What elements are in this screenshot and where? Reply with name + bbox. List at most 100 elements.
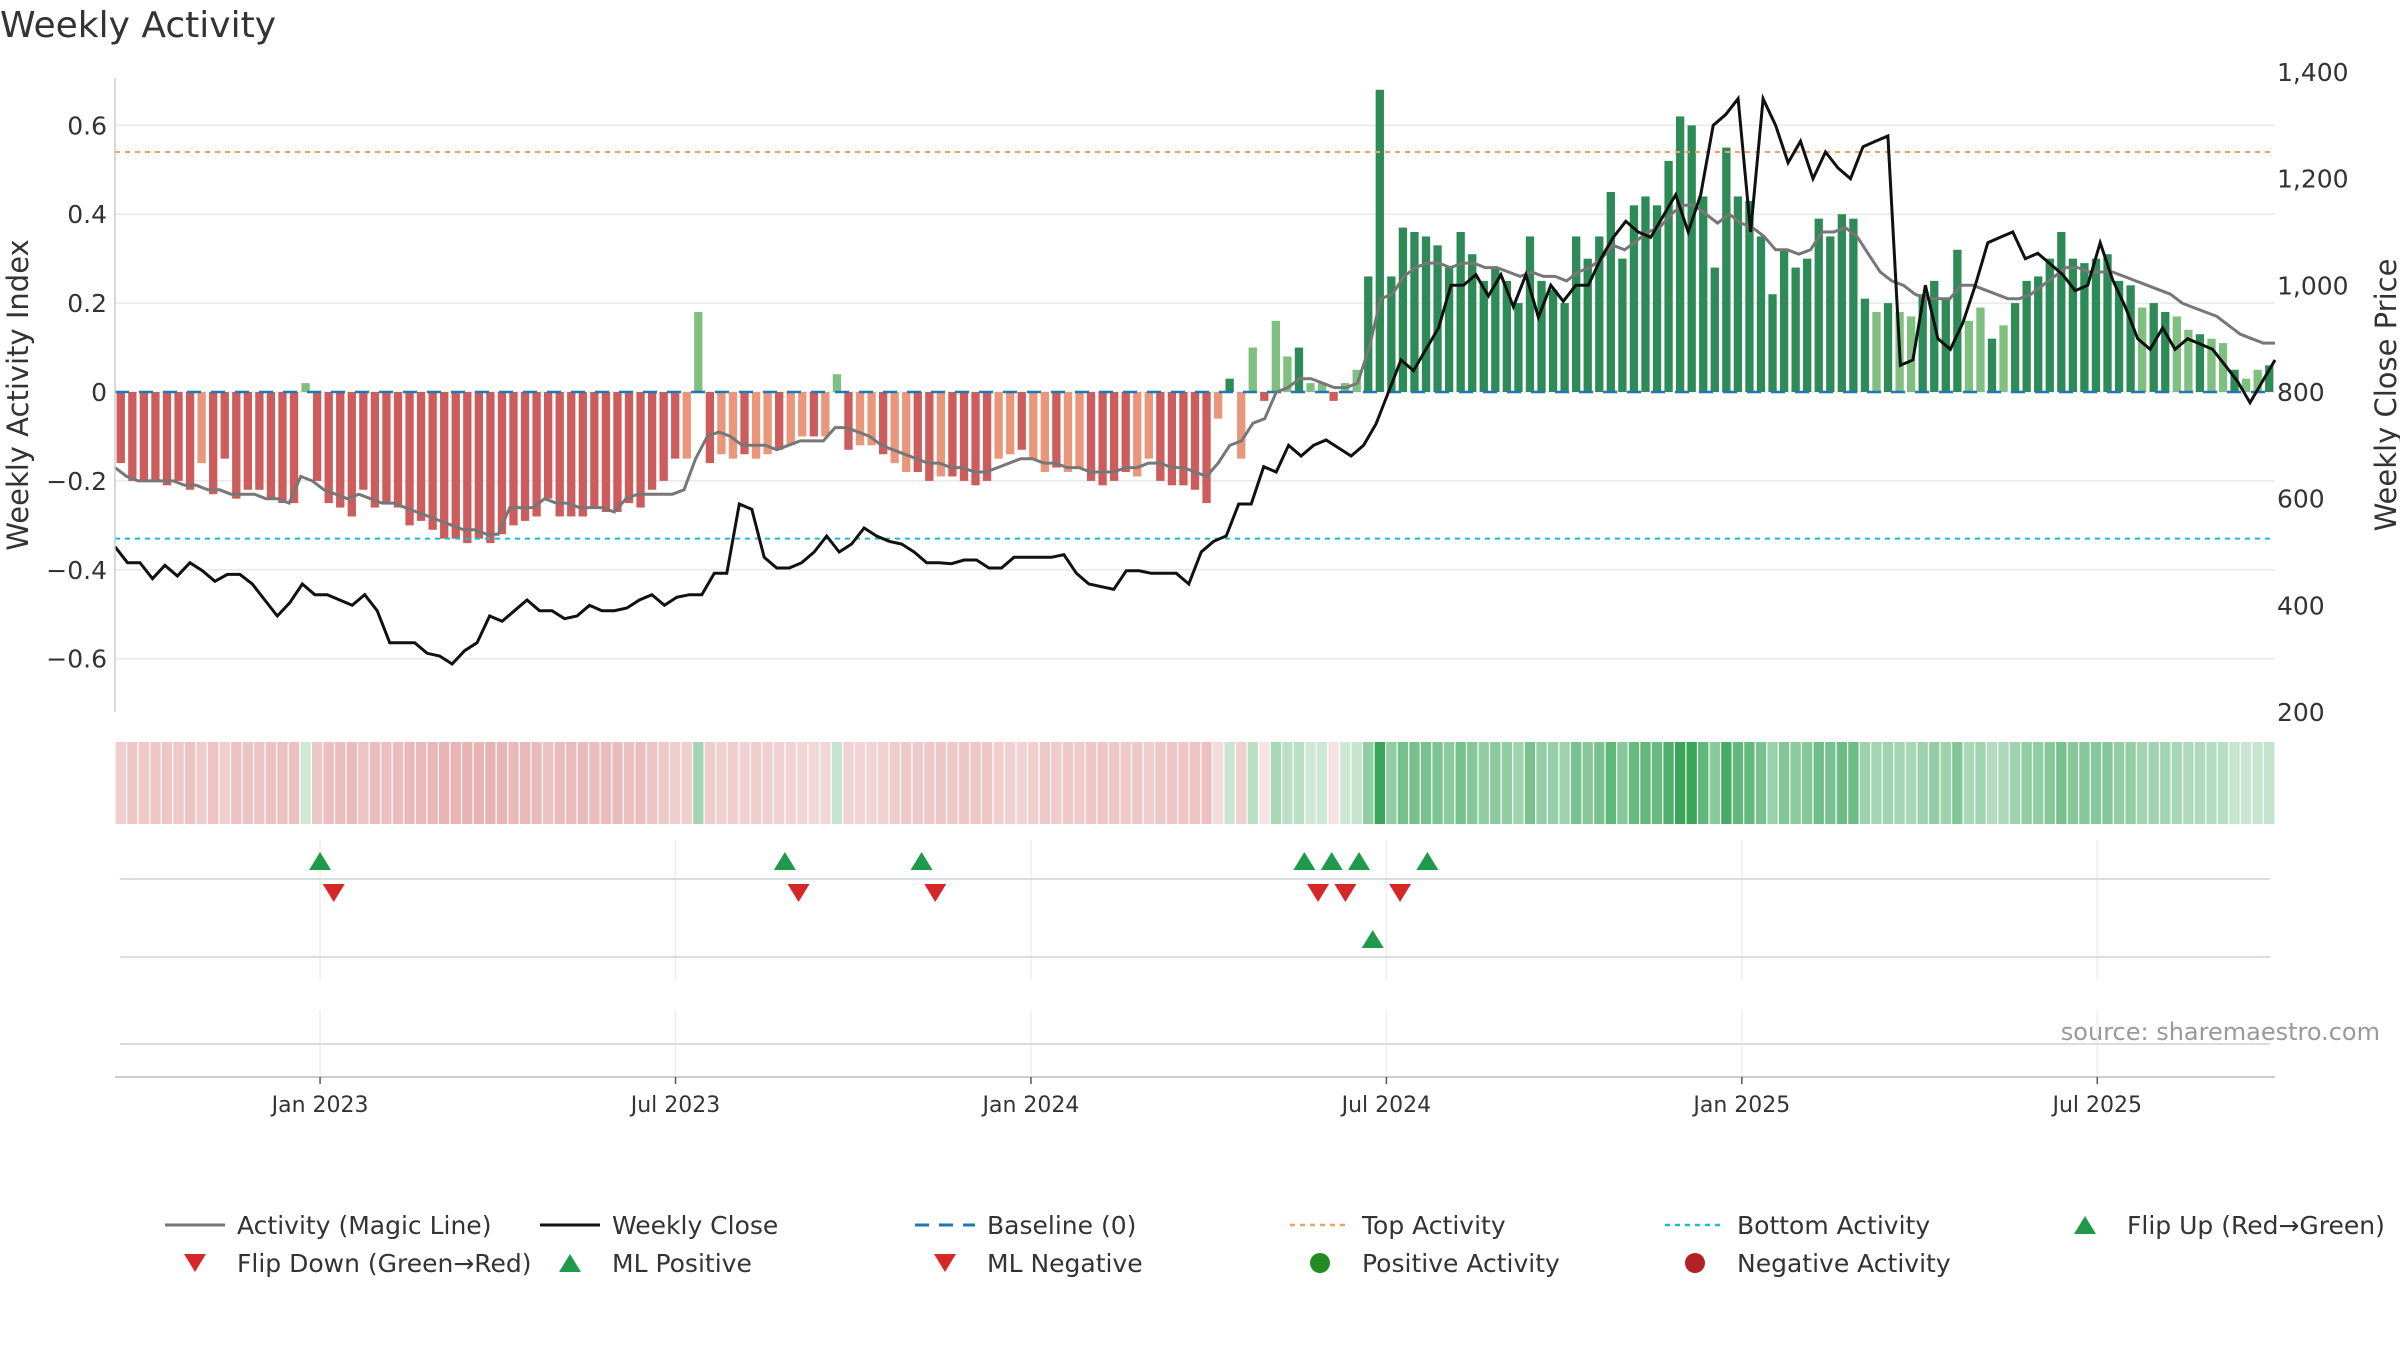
strip-cell [1166,742,1178,824]
strip-cell [300,742,311,824]
activity-bar [1444,267,1454,392]
activity-bar [1652,205,1662,392]
flip-down-marker [787,884,810,902]
activity-bar [1364,276,1373,392]
strip-cell [1905,742,1917,824]
activity-bar [1213,392,1223,419]
strip-cell [381,742,392,824]
strip-cell [727,742,739,824]
activity-bar [474,392,484,539]
activity-bar [1548,289,1558,392]
strip-cell [1062,742,1074,824]
activity-bar [1387,276,1396,392]
strip-cell [1282,742,1293,824]
legend: Activity (Magic Line) Weekly Close Baselin… [165,1211,2385,1278]
strip-cell [1016,742,1027,824]
activity-bar [1756,236,1766,392]
strip-cell [773,742,785,824]
activity-bar [301,383,310,392]
activity-bar [278,392,287,504]
legend-item-bottom: Bottom Activity [1665,1211,1930,1240]
activity-bar [786,392,795,446]
strip-cell [831,742,843,824]
activity-bar [116,392,125,464]
activity-bar [855,392,865,446]
strip-cell [843,742,854,824]
activity-bar [1906,316,1916,392]
strip-cell [184,742,196,824]
y-right-tick-label: 800 [2277,378,2325,407]
activity-bar [162,392,172,486]
strip-cell [2183,742,2194,824]
strip-cell [1224,742,1235,824]
activity-bar [1468,254,1477,392]
strip-cell [808,742,819,824]
legend-label: ML Negative [987,1249,1143,1278]
strip-cell [439,742,450,824]
legend-up-triangle-icon [2074,1216,2096,1234]
strip-cell [1259,742,1270,824]
strip-cell [1189,742,1201,824]
activity-bar [1283,356,1292,392]
strip-cell [1155,742,1166,824]
activity-bar [636,392,645,508]
strip-cell [1443,742,1455,824]
strip-cell [889,742,900,824]
flip-down-marker [1334,884,1357,902]
strip-cell [1085,742,1097,824]
strip-cell [1628,742,1640,824]
activity-bar [1918,294,1927,392]
activity-bar [1572,236,1581,392]
x-tick-label: Jul 2025 [2051,1093,2143,1118]
strip-cell [762,742,773,824]
y-left-tick-label: −0.2 [46,467,107,496]
legend-label: Positive Activity [1362,1249,1560,1278]
activity-bar [139,392,149,481]
legend-label: Weekly Close [612,1211,778,1240]
activity-bar [1433,245,1442,392]
activity-bar [1883,303,1893,392]
strip-cell [1882,742,1894,824]
activity-bar [2114,280,2124,392]
strip-cell [866,742,877,824]
legend-label: Flip Down (Green→Red) [237,1249,532,1278]
strip-cell [1455,742,1466,824]
strip-cell [785,742,796,824]
activity-bar [1930,280,1939,392]
strip-cell [311,742,323,824]
strip-cell [820,742,831,824]
activity-bar [255,392,264,490]
activity-bar [578,392,587,517]
strip-cell [231,742,242,824]
strip-cell [1859,742,1871,824]
legend-item-mlpos: ML Positive [559,1249,752,1278]
strip-cell [1732,742,1744,824]
strip-cell [1490,742,1501,824]
x-axis: Jan 2023 Jul 2023 Jan 2024 Jul 2024 Jan 2025… [115,1076,2275,1118]
y-right-tick-label: 200 [2277,698,2325,727]
activity-bar [1814,218,1823,392]
y-left-tick-label: 0.2 [67,289,107,318]
activity-bar [659,392,668,481]
legend-label: ML Positive [612,1249,752,1278]
activity-bar [497,392,507,535]
legend-up-triangle-icon [559,1254,581,1272]
activity-bar [555,392,564,517]
activity-bar [1121,392,1130,472]
strip-cell [1097,742,1108,824]
activity-bar [867,392,876,446]
activity-bar [1248,347,1257,392]
strip-cell [427,742,438,824]
activity-bar [671,392,680,459]
strip-cell [1894,742,1905,824]
activity-bar [2184,329,2193,392]
strip-cell [2206,742,2217,824]
strip-cell [1686,742,1697,824]
flip-up-marker [910,852,933,870]
strip-cell [1940,742,1951,824]
strip-cell [1617,742,1628,824]
strip-cell [1674,742,1686,824]
activity-bar [1733,196,1743,392]
strip-cell [415,742,427,824]
